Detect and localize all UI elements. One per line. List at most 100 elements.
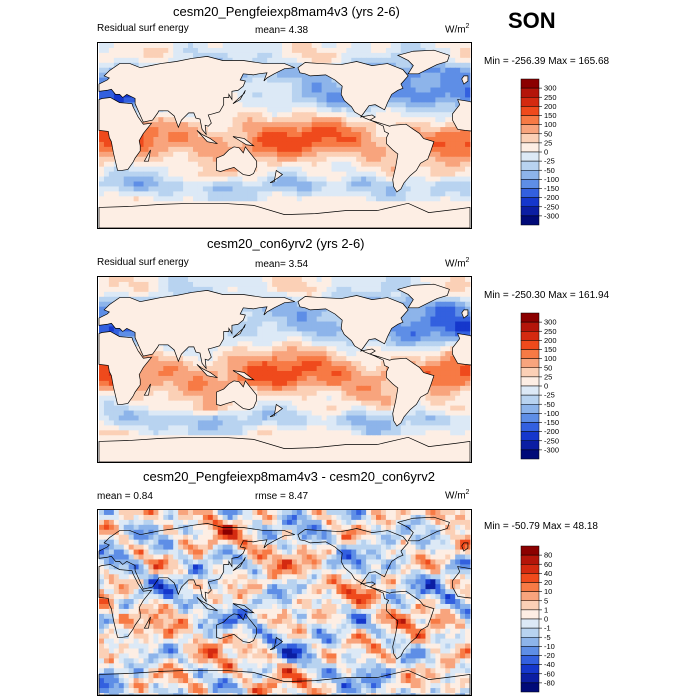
field-cell xyxy=(321,141,328,148)
field-cell xyxy=(390,196,397,202)
field-cell xyxy=(296,181,303,187)
field-cell xyxy=(410,47,417,54)
field-cell xyxy=(232,127,239,133)
field-cell xyxy=(168,191,174,197)
field-cell xyxy=(410,281,417,288)
field-cell xyxy=(103,161,110,168)
field-cell xyxy=(103,186,110,192)
field-cell xyxy=(390,351,397,357)
field-cell xyxy=(286,102,293,108)
field-cell xyxy=(128,410,135,416)
field-cell xyxy=(272,191,278,197)
field-cell xyxy=(168,141,174,148)
field-cell xyxy=(326,366,332,372)
field-cell xyxy=(326,206,332,212)
field-cell xyxy=(188,385,194,392)
field-cell xyxy=(361,57,367,64)
field-cell xyxy=(450,77,456,84)
field-cell xyxy=(267,346,273,352)
field-cell xyxy=(197,390,204,397)
field-cell xyxy=(217,281,224,288)
field-cell xyxy=(197,166,204,173)
field-cell xyxy=(242,341,248,347)
field-cell xyxy=(351,146,357,153)
field-cell xyxy=(272,146,278,153)
field-cell xyxy=(267,206,273,212)
field-cell xyxy=(306,151,313,158)
field-cell xyxy=(361,196,367,202)
field-cell xyxy=(296,102,303,108)
field-cell xyxy=(232,102,239,108)
field-cell xyxy=(158,370,164,377)
field-cell xyxy=(306,176,313,182)
field-cell xyxy=(128,97,135,103)
field-cell xyxy=(425,102,431,108)
field-cell xyxy=(326,136,332,143)
field-cell xyxy=(385,146,392,153)
field-cell xyxy=(311,341,318,347)
field-cell xyxy=(123,47,130,54)
field-cell xyxy=(405,92,412,98)
coastline xyxy=(396,49,450,75)
field-cell xyxy=(301,92,308,98)
field-cell xyxy=(277,166,283,173)
field-cell xyxy=(445,281,451,288)
field-cell xyxy=(153,380,159,387)
field-cell xyxy=(311,370,318,377)
field-cell xyxy=(326,82,332,89)
field-cell xyxy=(415,341,422,347)
colorbar-tick-label: 250 xyxy=(544,93,557,102)
field-cell xyxy=(252,72,258,79)
field-cell xyxy=(197,186,204,192)
field-cell xyxy=(133,166,140,173)
field-cell xyxy=(128,331,135,337)
field-cell xyxy=(301,400,308,407)
field-cell xyxy=(282,341,288,347)
field-cell xyxy=(296,351,303,357)
field-cell xyxy=(316,286,323,293)
field-cell xyxy=(450,151,456,158)
field-cell xyxy=(252,346,258,352)
field-cell xyxy=(301,341,308,347)
field-cell xyxy=(316,166,323,173)
field-cell xyxy=(361,132,367,138)
field-cell xyxy=(277,132,283,138)
field-cell xyxy=(301,286,308,293)
field-cell xyxy=(282,146,288,153)
field-cell xyxy=(267,141,273,148)
field-cell xyxy=(450,206,456,212)
field-cell xyxy=(267,156,273,163)
field-cell xyxy=(430,370,436,377)
field-cell xyxy=(108,57,115,64)
field-cell xyxy=(336,366,342,372)
field-cell xyxy=(301,146,308,153)
field-cell xyxy=(366,171,372,178)
field-cell xyxy=(291,141,298,148)
field-cell xyxy=(183,390,189,397)
field-cell xyxy=(217,405,224,412)
field-cell xyxy=(410,277,417,283)
field-cell xyxy=(445,196,451,202)
field-cell xyxy=(168,351,174,357)
field-cell xyxy=(435,201,441,207)
field-cell xyxy=(311,390,318,397)
field-cell xyxy=(321,336,328,342)
field-cell xyxy=(232,366,239,372)
field-cell xyxy=(435,171,441,178)
field-cell xyxy=(163,410,169,416)
field-cell xyxy=(331,127,337,133)
field-cell xyxy=(371,341,377,347)
field-cell xyxy=(158,166,164,173)
field-cell xyxy=(257,151,263,158)
field-cell xyxy=(197,161,204,168)
field-cell xyxy=(450,366,456,372)
field-cell xyxy=(267,331,273,337)
field-cell xyxy=(247,77,253,84)
field-cell xyxy=(108,296,115,303)
field-cell xyxy=(425,366,431,372)
field-cell xyxy=(445,107,451,113)
field-cell xyxy=(286,127,293,133)
field-cell xyxy=(410,331,417,337)
field-cell xyxy=(440,62,446,69)
field-cell xyxy=(197,136,204,143)
